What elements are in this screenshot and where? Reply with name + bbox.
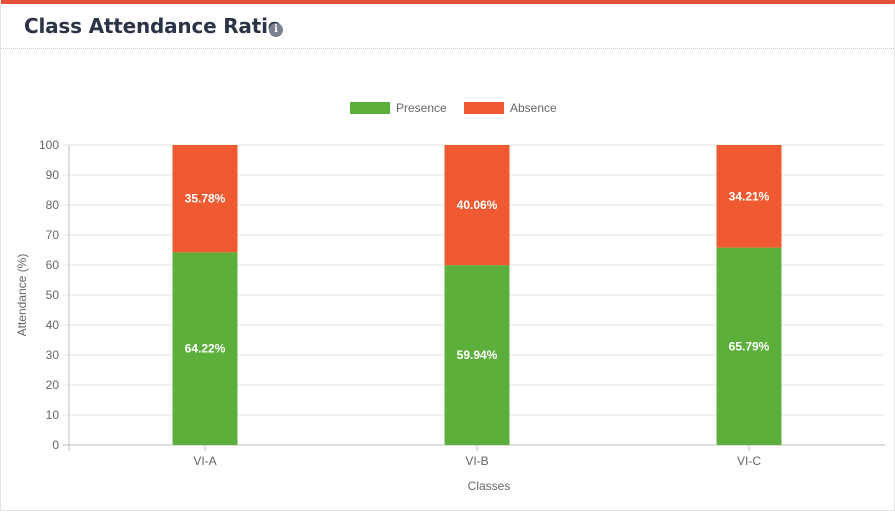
page-title: Class Attendance Ratio	[24, 14, 282, 38]
y-tick-label: 90	[46, 168, 60, 182]
bar-presence	[716, 247, 782, 445]
bar-absence	[172, 145, 238, 253]
y-axis-title: Attendance (%)	[15, 254, 29, 337]
y-tick-label: 10	[46, 408, 60, 422]
data-label: 59.94%	[457, 348, 498, 362]
y-tick-label: 30	[46, 348, 60, 362]
y-tick-label: 50	[46, 288, 60, 302]
card-accent-bar	[1, 0, 895, 4]
card-header: Class Attendance Ratio i	[1, 4, 895, 49]
x-tick-label: VI-A	[193, 454, 216, 468]
data-label: 64.22%	[185, 342, 226, 356]
y-tick-label: 100	[39, 138, 59, 152]
y-tick-label: 60	[46, 258, 60, 272]
y-tick-label: 40	[46, 318, 60, 332]
bar-absence	[716, 145, 782, 248]
data-label: 35.78%	[185, 192, 226, 206]
y-tick-label: 0	[52, 438, 59, 452]
bar-presence	[172, 252, 238, 445]
x-tick-label: VI-B	[465, 454, 488, 468]
info-icon[interactable]: i	[269, 23, 283, 37]
y-tick-label: 80	[46, 198, 60, 212]
bar-absence	[444, 145, 510, 266]
x-tick-label: VI-C	[737, 454, 761, 468]
legend-label-presence: Presence	[396, 101, 447, 115]
bar-presence	[444, 265, 510, 445]
y-tick-label: 70	[46, 228, 60, 242]
data-label: 40.06%	[457, 198, 498, 212]
y-tick-label: 20	[46, 378, 60, 392]
data-label: 34.21%	[729, 189, 770, 203]
legend-swatch-presence	[350, 102, 390, 114]
legend-swatch-absence	[464, 102, 504, 114]
legend-label-absence: Absence	[510, 101, 557, 115]
data-label: 65.79%	[729, 339, 770, 353]
x-axis-title: Classes	[468, 479, 511, 493]
